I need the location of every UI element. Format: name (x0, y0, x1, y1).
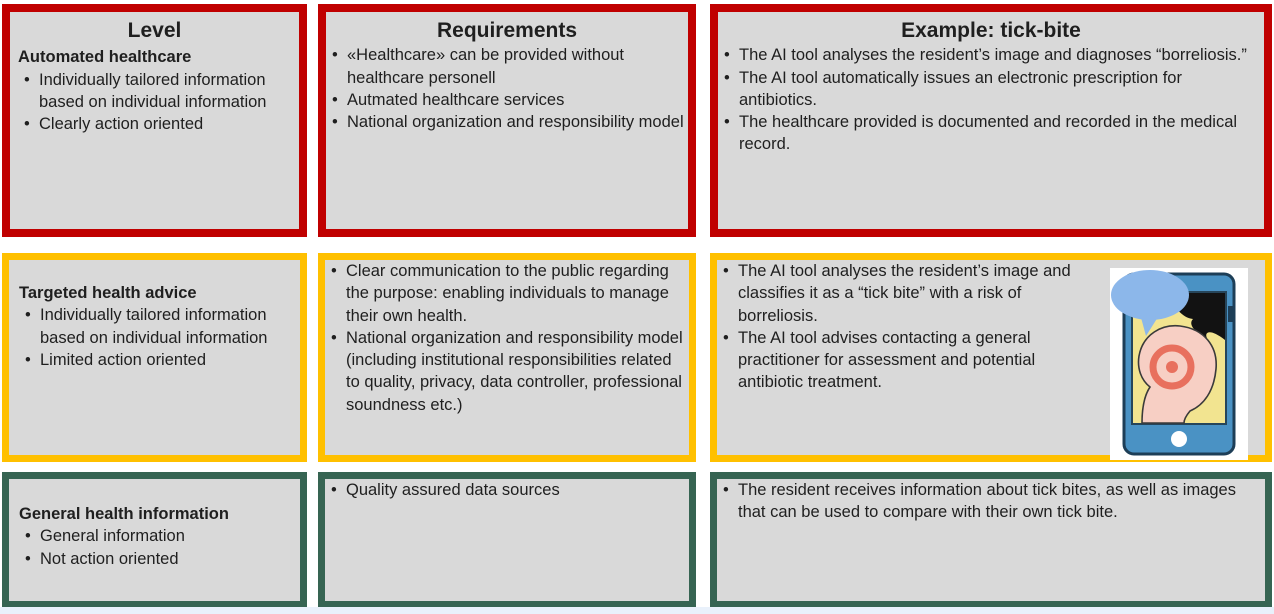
tick-bite-phone-illustration (1110, 268, 1248, 460)
cell-example-automated: Example: tick-bite The AI tool analyses … (710, 4, 1272, 237)
cell-requirements-general: Quality assured data sources (318, 472, 696, 608)
bullet-item: Clear communication to the public regard… (325, 260, 689, 327)
bullseye-rash-icon (1149, 344, 1195, 390)
bullet-item: The AI tool analyses the resident’s imag… (717, 260, 1101, 327)
bullet-item: Autmated healthcare services (326, 89, 688, 112)
bullseye-center (1166, 361, 1178, 373)
cell-example-targeted: The AI tool analyses the resident’s imag… (710, 253, 1272, 462)
bottom-edge-strip (0, 607, 1274, 614)
column-title-example-tick-bite: Example: tick-bite (901, 19, 1081, 42)
bullet-list: «Healthcare» can be provided without hea… (326, 44, 688, 133)
cell-requirements-automated: Requirements «Healthcare» can be provide… (318, 4, 696, 237)
bullet-list: The resident receives information about … (717, 479, 1265, 524)
level-heading-automated-healthcare: Automated healthcare (18, 48, 192, 67)
bullet-list: The AI tool analyses the resident’s imag… (717, 260, 1101, 394)
bullet-item: Individually tailored information based … (19, 304, 282, 349)
bullet-item: National organization and responsibility… (325, 327, 689, 416)
bullet-list: General information Not action oriented (19, 525, 284, 570)
bullet-item: Limited action oriented (19, 349, 282, 372)
bullet-list: Quality assured data sources (325, 479, 689, 502)
bullet-list: The AI tool analyses the resident’s imag… (718, 44, 1264, 155)
column-title-level: Level (127, 19, 182, 42)
bullet-item: National organization and responsibility… (326, 111, 688, 134)
bullet-list: Individually tailored information based … (19, 304, 282, 371)
bullet-list: Clear communication to the public regard… (325, 260, 689, 416)
cell-requirements-targeted: Clear communication to the public regard… (318, 253, 696, 462)
speech-bubble-icon (1111, 270, 1189, 336)
column-title-requirements: Requirements (436, 19, 578, 42)
home-button (1171, 431, 1187, 447)
bullet-list: Individually tailored information based … (18, 69, 289, 136)
cell-example-general: The resident receives information about … (710, 472, 1272, 608)
bullet-item: The AI tool analyses the resident’s imag… (718, 44, 1264, 67)
level-heading-targeted-health-advice: Targeted health advice (19, 284, 197, 302)
bullet-item: Individually tailored information based … (18, 69, 289, 114)
cell-level-targeted-health-advice: Targeted health advice Individually tail… (2, 253, 307, 462)
bullet-item: Not action oriented (19, 548, 284, 571)
level-heading-general-health-information: General health information (19, 505, 229, 523)
bullet-item: The AI tool advises contacting a general… (717, 327, 1101, 394)
bullet-item: Clearly action oriented (18, 113, 289, 136)
bullet-item: General information (19, 525, 284, 548)
bullet-item: The resident receives information about … (717, 479, 1265, 524)
bullet-item: Quality assured data sources (325, 479, 689, 502)
bullet-item: The healthcare provided is documented an… (718, 111, 1264, 156)
bullet-item: «Healthcare» can be provided without hea… (326, 44, 688, 89)
cell-level-general-health-information: General health information General infor… (2, 472, 307, 608)
cell-level-automated-healthcare: Level Automated healthcare Individually … (2, 4, 307, 237)
bullet-item: The AI tool automatically issues an elec… (718, 67, 1264, 112)
